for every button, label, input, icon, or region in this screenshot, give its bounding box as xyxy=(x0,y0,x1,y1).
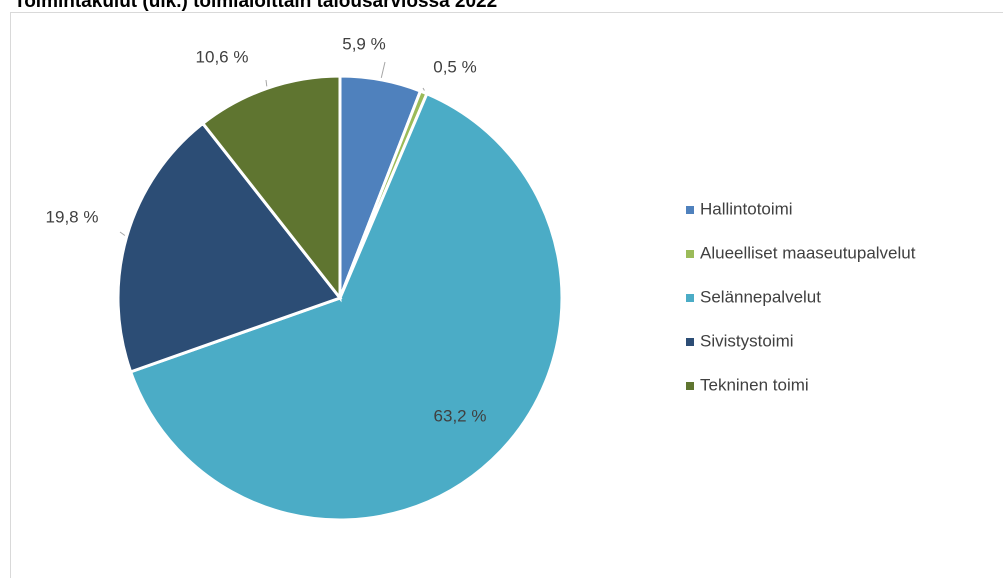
leader-line xyxy=(265,79,268,87)
legend-swatch xyxy=(686,294,694,302)
leader-line xyxy=(380,61,386,78)
pie-slice xyxy=(200,74,342,303)
legend-swatch xyxy=(686,338,694,346)
data-label: 19,8 % xyxy=(46,207,99,226)
legend-label: Selännepalvelut xyxy=(700,287,821,306)
legend-swatch xyxy=(686,206,694,214)
data-label: 10,6 % xyxy=(196,47,249,66)
leader-line xyxy=(422,87,425,91)
legend-label: Sivistystoimi xyxy=(700,331,794,350)
legend-label: Tekninen toimi xyxy=(700,375,809,394)
data-label: 5,9 % xyxy=(342,34,385,53)
leader-line xyxy=(119,231,126,236)
legend-label: Alueelliset maaseutupalvelut xyxy=(700,243,916,262)
pie-slice xyxy=(128,91,564,522)
data-label: 63,2 % xyxy=(434,406,487,425)
legend-swatch xyxy=(686,250,694,258)
data-label: 0,5 % xyxy=(433,57,476,76)
legend-swatch xyxy=(686,382,694,390)
pie-slice xyxy=(116,121,343,374)
chart-title: Toimintakulut (ulk.) toimialoittain talo… xyxy=(14,0,497,12)
legend-label: Hallintotoimi xyxy=(700,199,793,218)
